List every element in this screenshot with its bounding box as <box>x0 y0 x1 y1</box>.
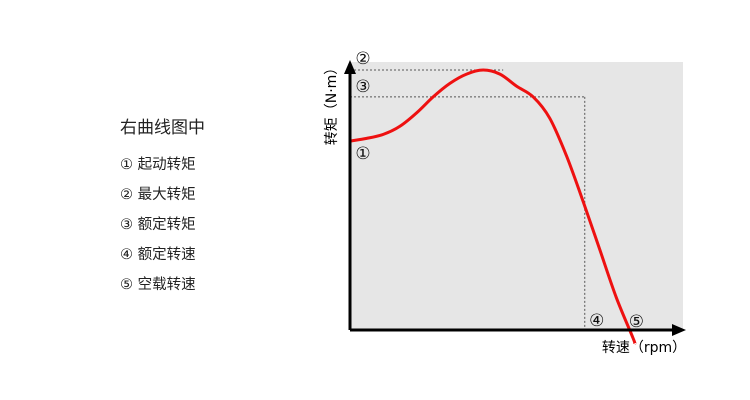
marker-rated-speed: ④ <box>589 311 604 331</box>
marker-max-torque: ② <box>355 49 370 69</box>
torque-curve <box>349 68 637 345</box>
legend: 右曲线图中 ① 起动转矩 ② 最大转矩 ③ 额定转矩 ④ 额定转速 ⑤ 空载转速 <box>120 113 205 300</box>
legend-item-max-torque: ② 最大转矩 <box>120 187 196 203</box>
legend-title: 右曲线图中 <box>120 118 205 138</box>
annotation-markers: ① ② ③ ④ ⑤ <box>355 49 644 332</box>
marker-no-load-speed: ⑤ <box>629 312 644 332</box>
x-axis-arrow <box>672 324 686 336</box>
y-axis-label: 转矩（N·m） <box>324 61 340 146</box>
legend-item-rated-torque: ③ 额定转矩 <box>120 217 196 233</box>
marker-rated-torque: ③ <box>355 77 370 97</box>
legend-item-no-load-speed: ⑤ 空载转速 <box>120 277 196 293</box>
x-axis-label: 转速（rpm） <box>602 340 686 356</box>
legend-item-rated-speed: ④ 额定转速 <box>120 247 196 263</box>
legend-item-starting-torque: ① 起动转矩 <box>120 157 196 173</box>
y-axis-arrow <box>344 60 356 74</box>
plot-background <box>350 62 683 330</box>
guide-lines <box>350 69 586 330</box>
marker-starting-torque: ① <box>355 144 370 164</box>
